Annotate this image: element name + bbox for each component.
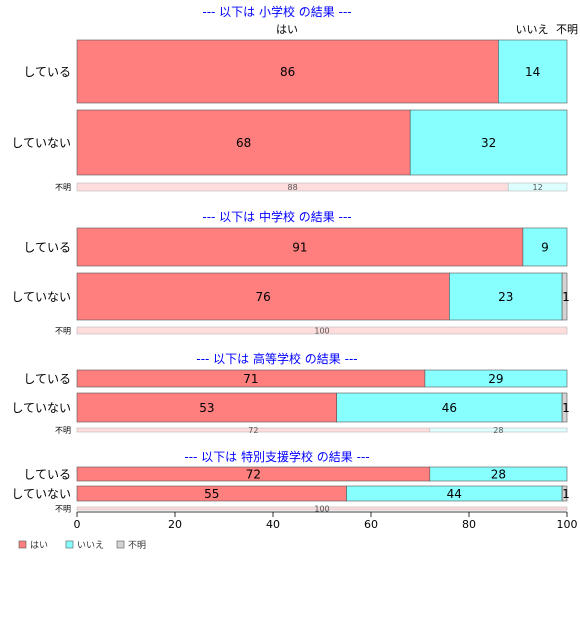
data-label-yes: 68: [236, 136, 251, 150]
bar-segment-no: [507, 182, 568, 192]
panel-title: --- 以下は 小学校 の結果 ---: [202, 4, 351, 19]
legend-swatch-yes: [18, 540, 27, 549]
bar-segment-no: [429, 466, 568, 482]
x-axis-tick-label: 60: [364, 518, 378, 531]
bar-segment-no: [429, 427, 568, 433]
panel-title: --- 以下は 特別支援学校 の結果 ---: [184, 449, 369, 464]
row-label: していない: [11, 290, 71, 304]
bar-segment-no: [498, 39, 568, 104]
data-label-yes: 86: [280, 65, 295, 79]
bar-segment-yes: [76, 109, 411, 176]
row-label: 不明: [55, 426, 71, 435]
data-label-no: 46: [442, 401, 457, 415]
bar-segment-yes: [76, 392, 338, 423]
bar-segment-no: [449, 272, 563, 321]
header-label-unknown: 不明: [556, 23, 578, 36]
legend-label-yes: はい: [30, 540, 48, 551]
data-label-unknown: 1: [562, 401, 570, 415]
data-label-yes: 100: [314, 327, 329, 336]
bar-segment-no: [409, 109, 568, 176]
data-label-no: 14: [525, 65, 540, 79]
data-label-no: 12: [533, 183, 543, 192]
data-label-yes: 88: [288, 183, 298, 192]
legend-label-unknown: 不明: [128, 540, 146, 551]
panel-title: --- 以下は 中学校 の結果 ---: [202, 209, 351, 224]
legend-swatch-no: [65, 540, 74, 549]
bar-segment-unknown: [561, 485, 568, 502]
bar-segment-yes: [76, 506, 568, 511]
x-axis-tick-label: 0: [74, 518, 81, 531]
bar-segment-no: [336, 392, 563, 423]
row-label: している: [23, 241, 71, 255]
bar-segment-unknown: [561, 272, 568, 321]
data-label-yes: 76: [256, 290, 271, 304]
data-label-no: 32: [481, 136, 496, 150]
panel-title: --- 以下は 高等学校 の結果 ---: [196, 351, 357, 366]
bar-segment-yes: [76, 272, 450, 321]
row-label: 不明: [55, 505, 71, 514]
data-label-yes: 91: [292, 241, 307, 255]
data-label-no: 9: [541, 241, 549, 255]
data-label-yes: 72: [248, 426, 258, 435]
data-label-no: 28: [491, 468, 506, 482]
bar-segment-yes: [76, 326, 568, 335]
legend-label-no: いいえ: [77, 540, 104, 551]
data-label-yes: 100: [314, 505, 329, 514]
row-label: していない: [11, 136, 71, 150]
header-label-yes: はい: [276, 23, 298, 36]
x-axis-tick-label: 20: [168, 518, 182, 531]
data-label-yes: 72: [246, 468, 261, 482]
data-label-unknown: 1: [562, 290, 570, 304]
x-axis-tick-label: 100: [557, 518, 578, 531]
x-axis-tick-label: 80: [462, 518, 476, 531]
x-axis-tick-label: 40: [266, 518, 280, 531]
row-label: していない: [11, 487, 71, 501]
data-label-no: 23: [498, 290, 513, 304]
row-label: している: [23, 372, 71, 386]
data-label-yes: 55: [204, 487, 219, 501]
bar-segment-yes: [76, 227, 524, 267]
bar-segment-no: [522, 227, 568, 267]
data-label-yes: 53: [199, 401, 214, 415]
row-label: している: [23, 65, 71, 79]
data-label-unknown: 1: [562, 487, 570, 501]
row-label: していない: [11, 401, 71, 415]
bar-segment-no: [424, 369, 568, 388]
data-label-no: 28: [493, 426, 503, 435]
data-label-yes: 71: [243, 372, 258, 386]
data-label-no: 29: [488, 372, 503, 386]
bar-segment-unknown: [561, 392, 568, 423]
row-label: している: [23, 468, 71, 482]
legend-swatch-unknown: [116, 540, 125, 549]
row-label: 不明: [55, 183, 71, 192]
data-label-no: 44: [447, 487, 462, 501]
row-label: 不明: [55, 327, 71, 336]
bar-segment-yes: [76, 39, 499, 104]
header-label-no: いいえ: [516, 23, 549, 36]
